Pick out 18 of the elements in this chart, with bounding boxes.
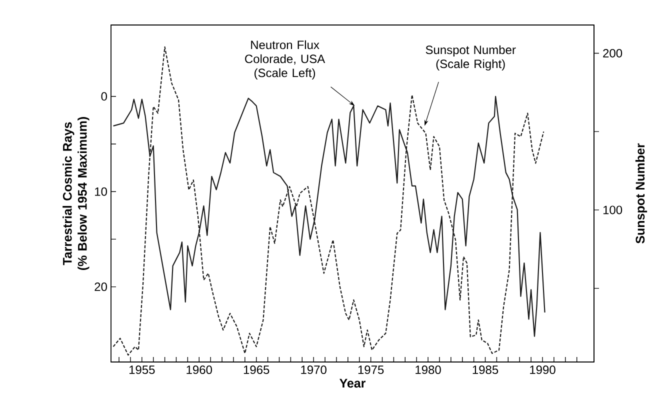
x-tick-label: 1955 [129,366,155,374]
y2-tick-label: 200 [603,48,622,58]
annotation: Sunspot Number (Scale Right) [426,45,516,71]
x-tick-label: 1965 [244,366,270,374]
x-axis-title: Year [340,378,366,388]
y-tick-label: 10 [95,187,108,196]
y2-axis-title: Sunspot Number [635,143,648,244]
x-tick-label: 1975 [358,366,384,374]
y2-tick-label: 100 [603,206,622,214]
x-tick-label: 1985 [472,366,498,374]
x-tick-label: 1990 [530,366,556,374]
x-tick-label: 1970 [301,366,326,374]
y-tick-label: 0 [101,92,108,101]
y-axis-title: Tarrestrial Cosmic Rays (% Below 1954 Maximum) [62,117,90,270]
annotation: Neutron Flux Colorade, USA (Scale Left) [245,40,326,80]
y-tick-label: 20 [94,282,108,292]
x-tick-label: 1980 [416,366,441,374]
x-tick-label: 1960 [186,366,212,374]
